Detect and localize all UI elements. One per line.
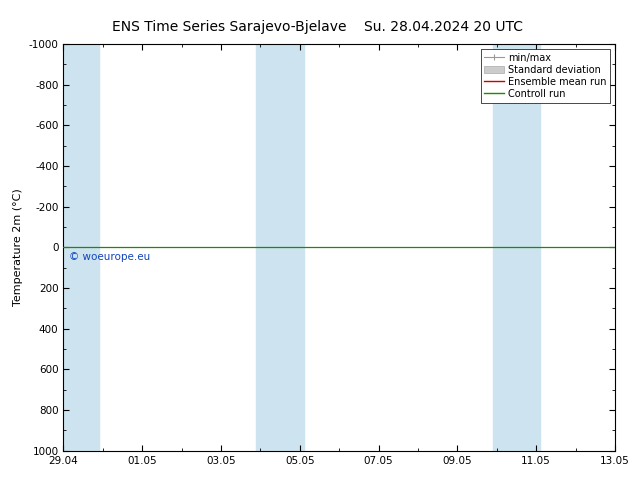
Bar xyxy=(63,44,99,451)
Bar xyxy=(493,44,540,451)
Bar xyxy=(256,44,304,451)
Legend: min/max, Standard deviation, Ensemble mean run, Controll run: min/max, Standard deviation, Ensemble me… xyxy=(481,49,610,102)
Y-axis label: Temperature 2m (°C): Temperature 2m (°C) xyxy=(13,189,23,306)
Text: © woeurope.eu: © woeurope.eu xyxy=(69,251,150,262)
Text: ENS Time Series Sarajevo-Bjelave    Su. 28.04.2024 20 UTC: ENS Time Series Sarajevo-Bjelave Su. 28.… xyxy=(112,20,522,34)
